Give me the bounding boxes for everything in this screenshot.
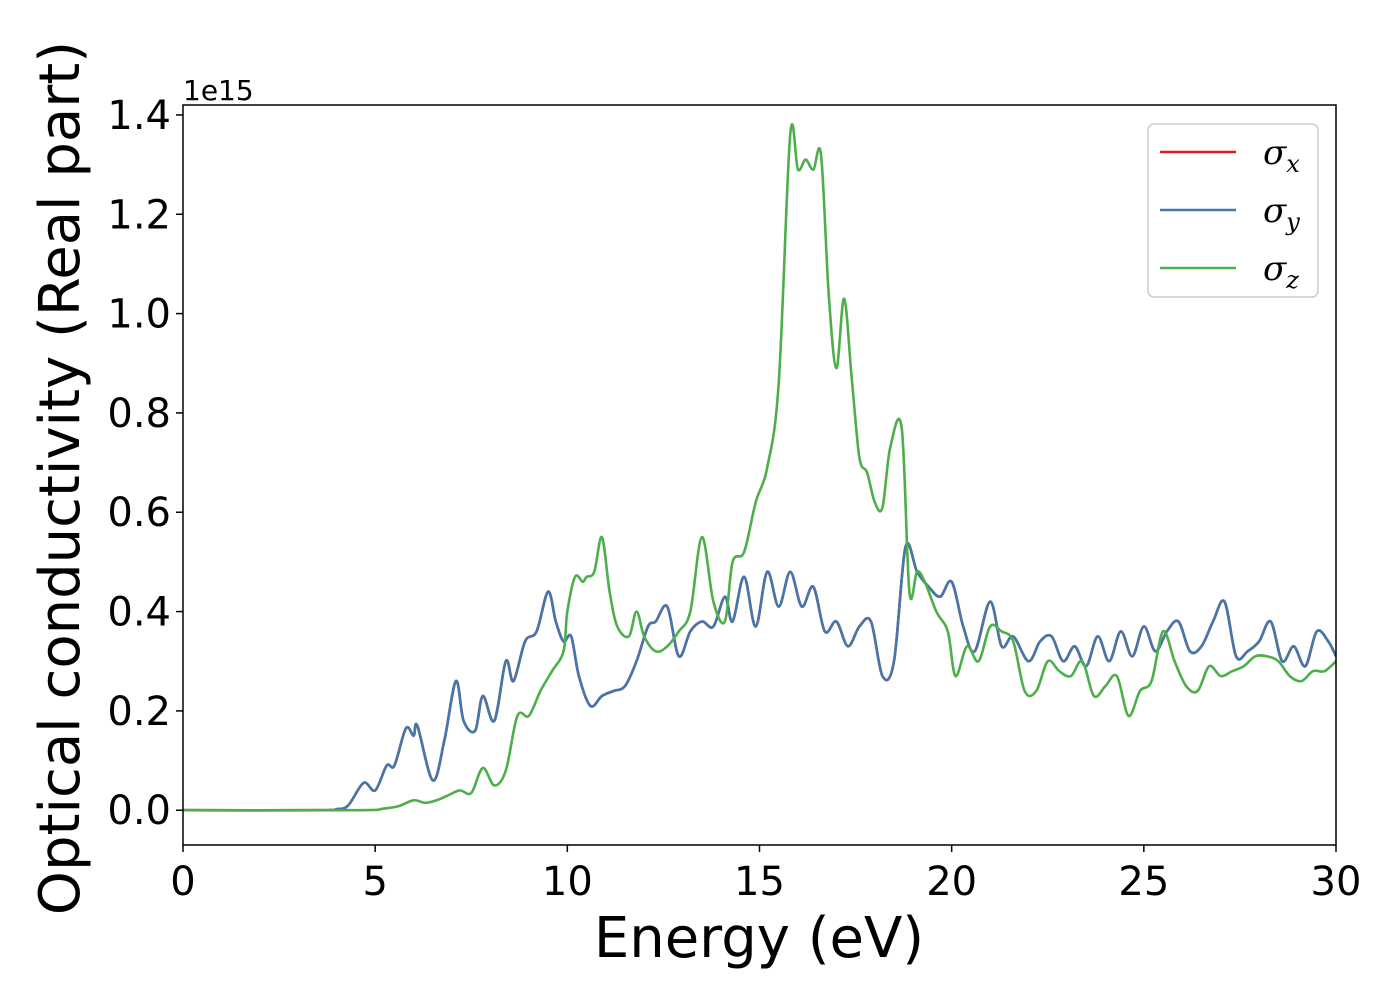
- x-tick-label: 10: [542, 859, 593, 905]
- x-tick-label: 30: [1311, 859, 1362, 905]
- x-tick-label: 20: [926, 859, 977, 905]
- y-tick-label: 0.8: [107, 391, 171, 437]
- y-tick-label: 1.2: [107, 192, 171, 238]
- x-tick-label: 25: [1118, 859, 1169, 905]
- y-tick-label: 0.0: [107, 788, 171, 834]
- series-line-y: [183, 542, 1336, 812]
- y-axis: 0.0 0.2 0.4 0.6 0.8 1.0 1.2 1.4: [107, 93, 183, 834]
- y-offset-label: 1e15: [183, 74, 254, 107]
- y-axis-title: Optical conductivity (Real part): [28, 41, 93, 915]
- y-tick-label: 1.0: [107, 292, 171, 338]
- x-axis: 0 5 10 15 20 25 30: [170, 845, 1361, 905]
- y-tick-label: 0.4: [107, 590, 171, 636]
- series-layer: [183, 123, 1336, 812]
- y-tick-label: 0.6: [107, 490, 171, 536]
- y-tick-label: 1.4: [107, 93, 171, 139]
- series-line-z: [183, 123, 1336, 812]
- x-tick-label: 5: [362, 859, 387, 905]
- series-line-x: [183, 542, 1336, 812]
- y-tick-label: 0.2: [107, 689, 171, 735]
- x-tick-label: 0: [170, 859, 195, 905]
- x-tick-label: 15: [734, 859, 785, 905]
- x-axis-title: Energy (eV): [594, 906, 924, 971]
